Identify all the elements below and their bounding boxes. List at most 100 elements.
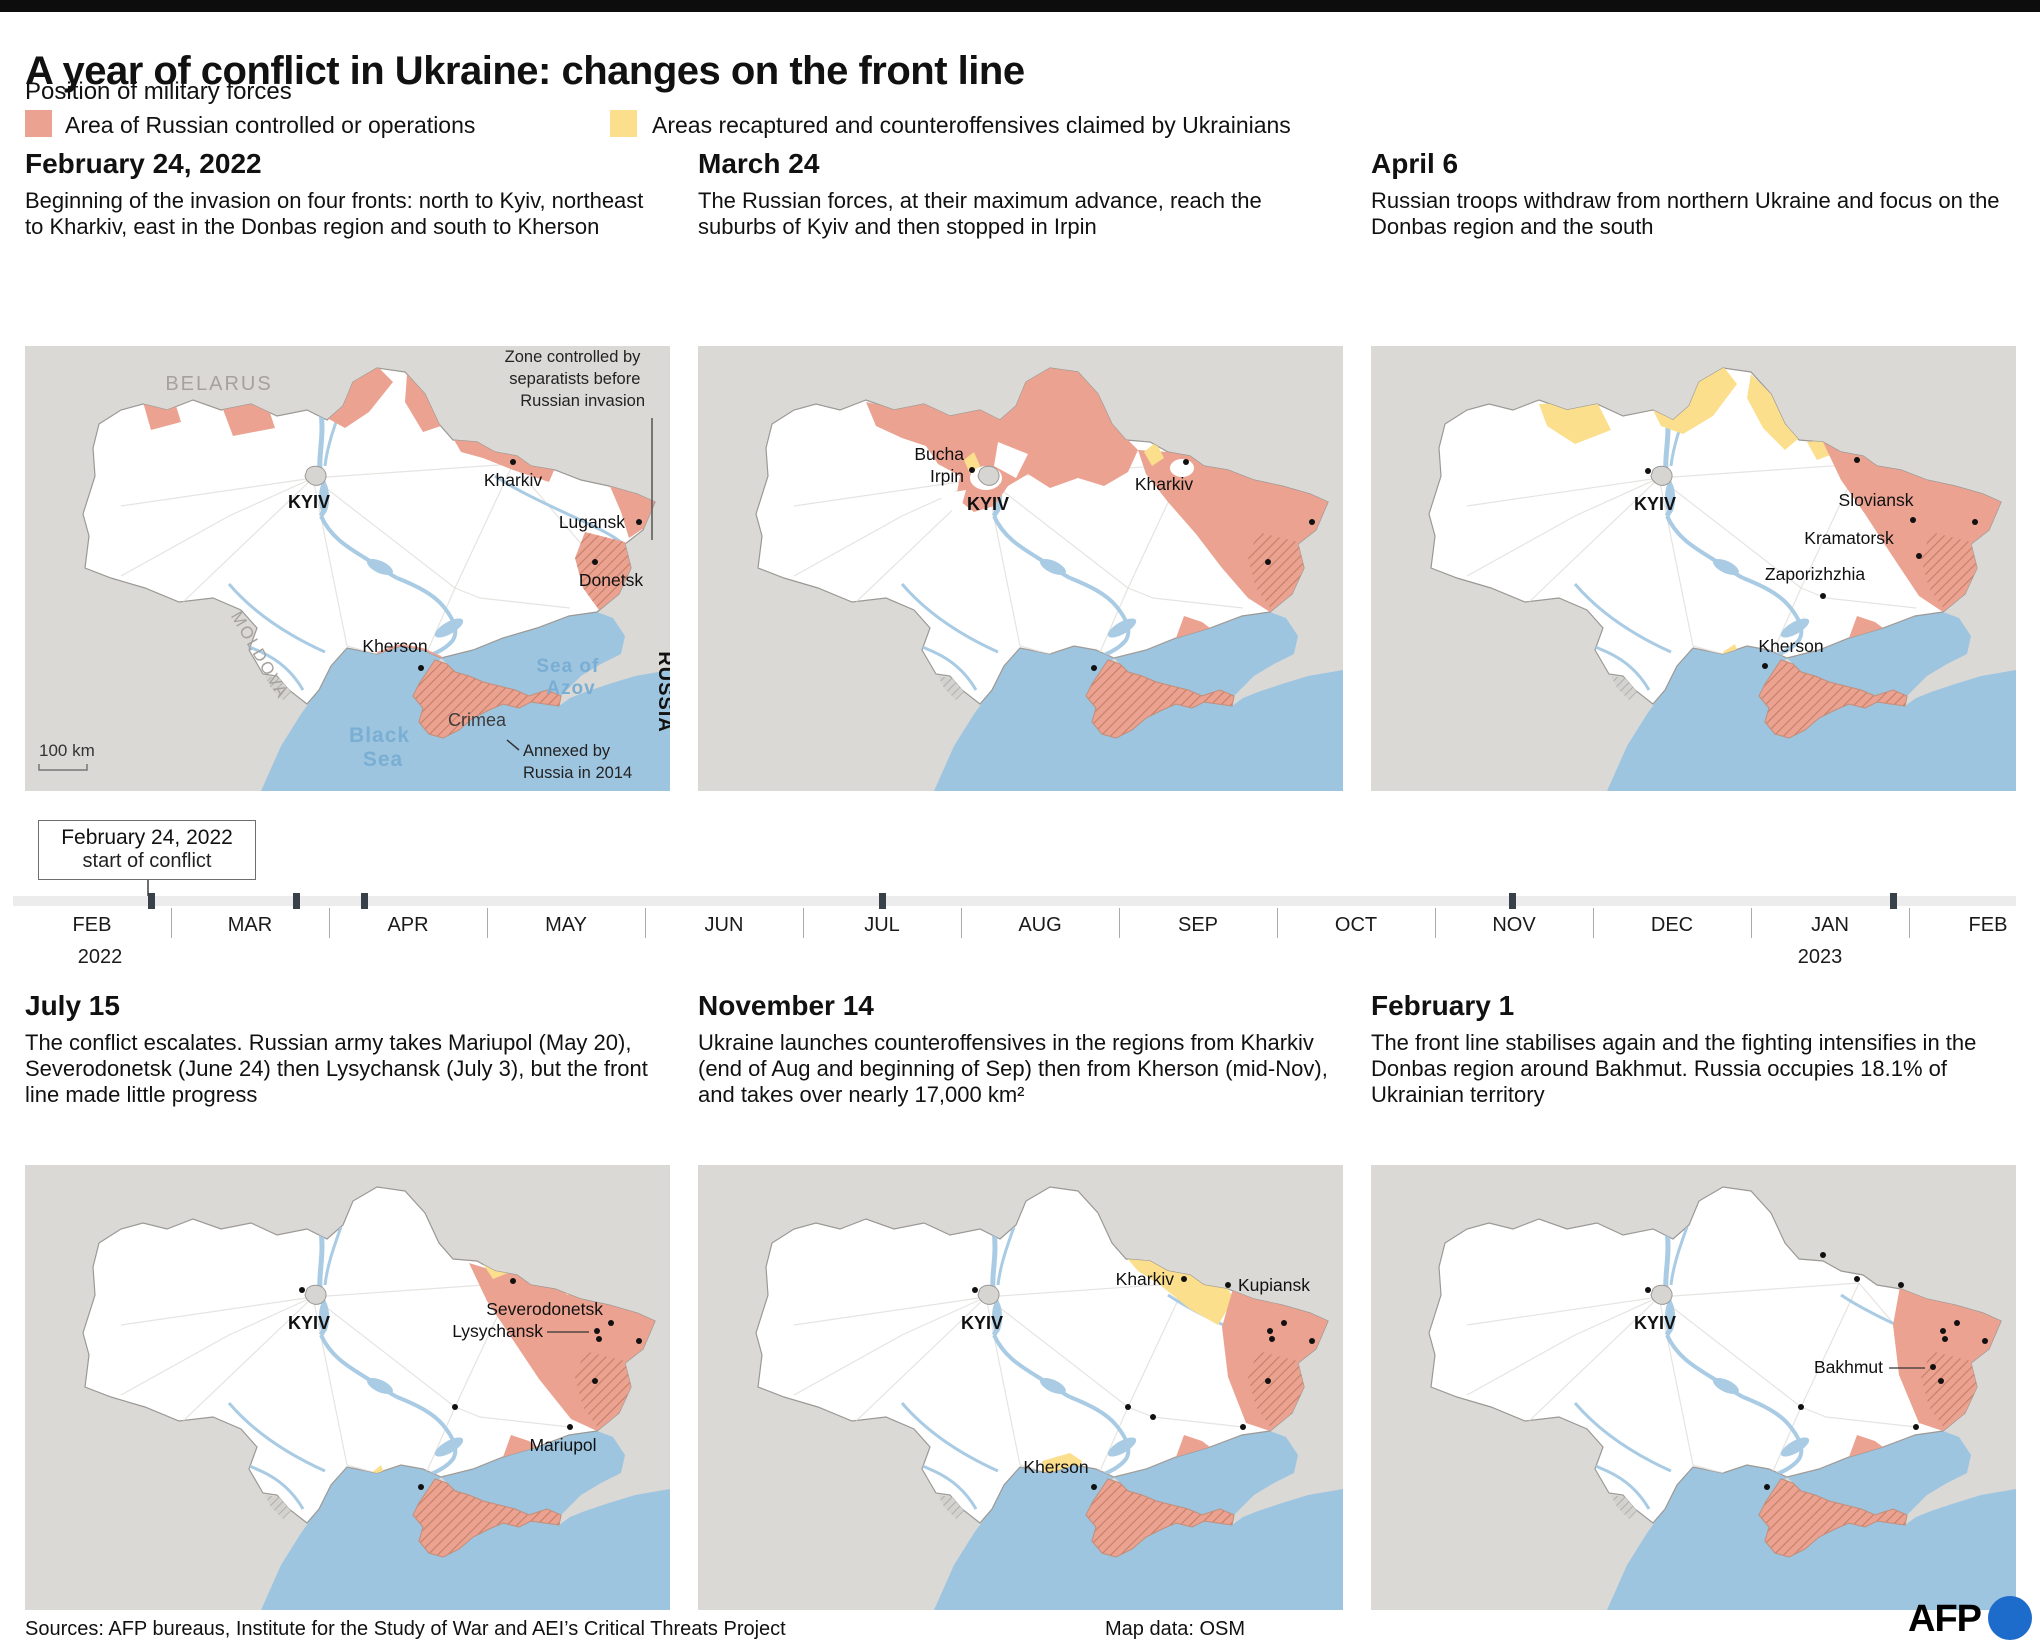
panel-feb24-2022: February 24, 2022 Beginning of the invas… [25, 148, 670, 791]
city-dot-kharkiv [1181, 1276, 1187, 1282]
city-label-kharkiv: Kharkiv [1135, 474, 1194, 494]
city-label-zaporizhzhia: Zaporizhzhia [1765, 564, 1865, 584]
city-dot-kherson [1091, 665, 1097, 671]
panel-date: February 24, 2022 [25, 148, 262, 179]
panel-date: February 1 [1371, 990, 1515, 1021]
city-dot-kyiv [972, 1287, 978, 1293]
city-dot-lugansk [636, 1338, 642, 1344]
city-dot-lugansk [1309, 1338, 1315, 1344]
timeline-month: OCT [1334, 914, 1378, 936]
panel-feb1: February 1 The front line stabilises aga… [1371, 990, 2016, 1610]
city-dot-kherson [418, 665, 424, 671]
city-label-kherson: Kherson [362, 636, 427, 656]
city-dot-kherson [1091, 1484, 1097, 1490]
panel-date: March 24 [698, 148, 820, 179]
timeline-callout-stem [147, 880, 149, 898]
city-dot-kramatorsk [1916, 553, 1922, 559]
page-title: A year of conflict in Ukraine: changes o… [25, 48, 1025, 93]
city-label-kyiv: KYIV [967, 494, 1009, 514]
city-dot-kharkiv [1183, 459, 1189, 465]
russian-areas [866, 368, 1328, 686]
city-dot-kharkiv [510, 1278, 516, 1284]
panel-description: Beginning of the invasion on four fronts… [25, 188, 644, 239]
timeline-month: NOV [1492, 914, 1536, 936]
city-dot-kyiv [1645, 1287, 1651, 1293]
note-annexed: Annexed by Russia in 2014 [523, 742, 632, 782]
city-dot-kharkiv [510, 459, 516, 465]
afp-logo-text: AFP [1908, 1598, 1982, 1640]
region-label-crimea: Crimea [448, 710, 507, 730]
city-dot-bakhmut [1930, 1364, 1936, 1370]
city-label-kramatorsk: Kramatorsk [1804, 528, 1894, 548]
city-dot-lugansk [636, 519, 642, 525]
timeline-month: MAR [227, 914, 273, 936]
footer-sources: Sources: AFP bureaus, Institute for the … [25, 1618, 786, 1640]
timeline-month: JUN [704, 914, 744, 936]
legend-swatch-ukrainian [610, 110, 637, 137]
city-label-donetsk: Donetsk [579, 570, 643, 590]
city-dot-lysychansk-2 [1269, 1336, 1275, 1342]
city-dot-mariupol [1240, 1424, 1246, 1430]
afp-logo: AFP [1908, 1596, 2038, 1644]
city-label-kherson: Kherson [1758, 636, 1823, 656]
sea-label-azov: Sea of Azov [536, 656, 605, 699]
city-label-kharkiv: Kharkiv [1116, 1269, 1175, 1289]
city-dot-dnipro [1798, 1404, 1804, 1410]
city-dot-severodonetsk [1954, 1320, 1960, 1326]
city-label-mariupol: Mariupol [529, 1435, 596, 1455]
city-dot-kharkiv [1854, 457, 1860, 463]
city-label-irpin: Irpin [930, 466, 964, 486]
city-dot-lysychansk-2 [596, 1336, 602, 1342]
timeline-callout-date: February 24, 2022 [61, 826, 233, 849]
panel-description: The front line stabilises again and the … [1371, 1030, 1977, 1107]
timeline-month: MAY [545, 914, 587, 936]
city-dot-dnipro [1125, 1404, 1131, 1410]
city-dot-kherson [418, 1484, 424, 1490]
city-label-kyiv: KYIV [1634, 494, 1676, 514]
city-label-bakhmut: Bakhmut [1814, 1357, 1883, 1377]
panel-description: The conflict escalates. Russian army tak… [25, 1030, 648, 1107]
city-dot-sloviansk [1910, 517, 1916, 523]
city-dot-donetsk [1938, 1378, 1944, 1384]
city-label-kyiv: KYIV [1634, 1313, 1676, 1333]
city-dot-zaporizhzhia [1820, 593, 1826, 599]
timeline-month: FEB [72, 914, 112, 936]
city-dot-donetsk [592, 1378, 598, 1384]
city-dot-zaporizhzhia [1150, 1414, 1156, 1420]
city-dot-severodonetsk [1281, 1320, 1287, 1326]
timeline-marker-nov14 [1509, 893, 1516, 909]
city-dot-lysychansk [1940, 1328, 1946, 1334]
note-annexed-pointer-line [506, 739, 520, 751]
city-dot-lysychansk [1267, 1328, 1273, 1334]
map-feb24-2022: BELARUS MOLDOVA RUSSIA Black Sea Sea of … [25, 346, 670, 791]
panel-date: April 6 [1371, 148, 1459, 179]
ukrainian-areas [964, 442, 1164, 474]
timeline-year-2023: 2023 [1797, 946, 1843, 968]
timeline-callout: February 24, 2022 start of conflict [38, 820, 256, 880]
city-dot-donetsk [1265, 559, 1271, 565]
panel-jul15: July 15 The conflict escalates. Russian … [25, 990, 670, 1610]
city-label-kyiv: KYIV [961, 1313, 1003, 1333]
city-dot-sumy [1820, 1252, 1826, 1258]
city-dot-lugansk [1972, 519, 1978, 525]
city-dot-mariupol [1913, 1424, 1919, 1430]
city-dot-lugansk [1309, 519, 1315, 525]
timeline-marker-feb1 [1890, 893, 1897, 909]
panel-mar24: March 24 The Russian forces, at their ma… [698, 148, 1343, 791]
city-dot-dnipro [452, 1404, 458, 1410]
scale-bar [38, 764, 88, 771]
city-label-kharkiv: Kharkiv [484, 470, 543, 490]
panel-apr6: April 6 Russian troops withdraw from nor… [1371, 148, 2016, 791]
city-dot-kupiansk [1898, 1282, 1904, 1288]
city-dot-lysychansk [594, 1328, 600, 1334]
legend-label-ukrainian: Areas recaptured and counteroffensives c… [652, 112, 1291, 138]
afp-logo-circle-icon [1988, 1596, 2032, 1640]
city-dot-severodonetsk [608, 1320, 614, 1326]
city-dots [969, 459, 1315, 671]
city-label-sloviansk: Sloviansk [1839, 490, 1914, 510]
city-label-kyiv: KYIV [288, 492, 330, 512]
timeline-callout-caption: start of conflict [82, 850, 212, 872]
timeline-month: DEC [1650, 914, 1694, 936]
country-label-belarus: BELARUS [165, 373, 272, 395]
city-dot-mariupol [567, 1424, 573, 1430]
